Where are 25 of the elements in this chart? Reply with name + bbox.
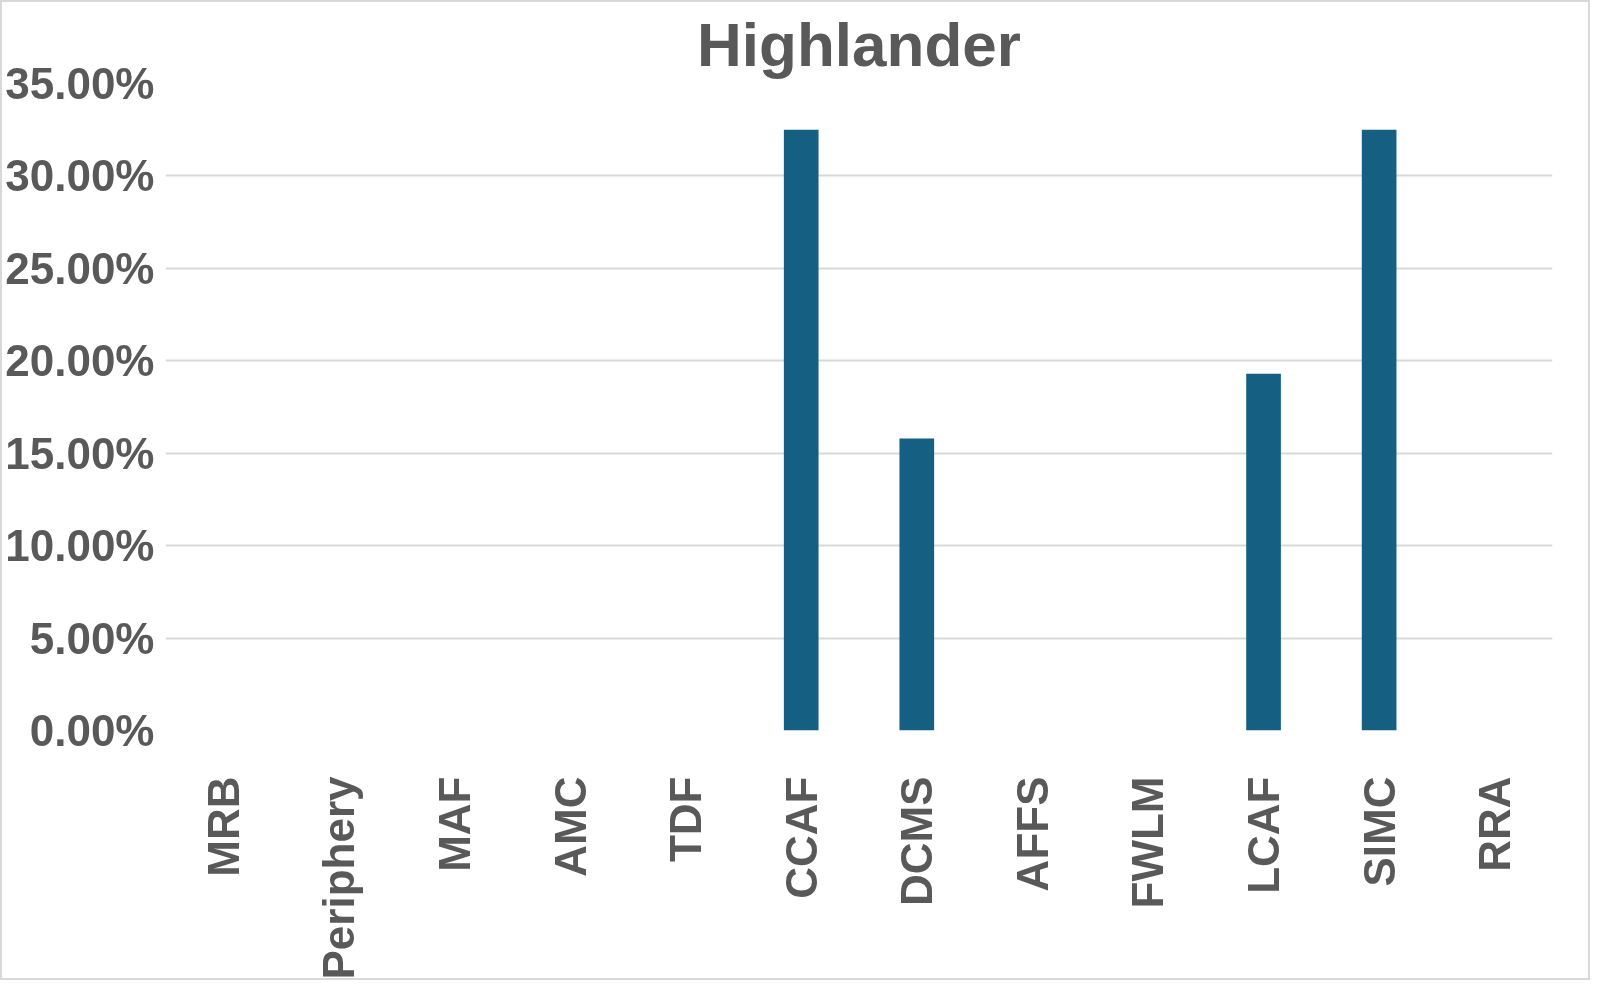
chart-title: Highlander [697,9,1021,79]
bar [783,129,819,731]
x-tick-label: DCMS [892,776,942,907]
x-tick-label: Periphery [314,775,364,980]
x-tick-label: MRB [198,776,248,877]
bar [1246,373,1281,731]
bar [899,438,935,731]
x-tick-label: CCAF [776,776,826,899]
x-tick-label: FWLM [1123,776,1173,909]
x-tick-label: LCAF [1239,776,1289,894]
y-tick-label: 30.00% [5,151,155,201]
y-tick-label: 35.00% [5,59,155,108]
x-tick-label: MAF [429,776,479,872]
y-tick-label: 10.00% [5,521,155,571]
x-tick-label: AFFS [1007,776,1057,892]
y-tick-label: 25.00% [5,243,155,293]
bar [1361,129,1397,731]
y-tick-label: 20.00% [5,336,155,386]
x-tick-label: AMC [545,776,595,877]
y-tick-label: 0.00% [29,706,155,755]
x-tick-label: SIMC [1354,776,1404,887]
y-tick-label: 5.00% [29,613,155,663]
x-tick-label: TDF [661,776,711,863]
y-tick-label: 15.00% [5,428,155,478]
x-tick-label: RRA [1470,776,1520,872]
